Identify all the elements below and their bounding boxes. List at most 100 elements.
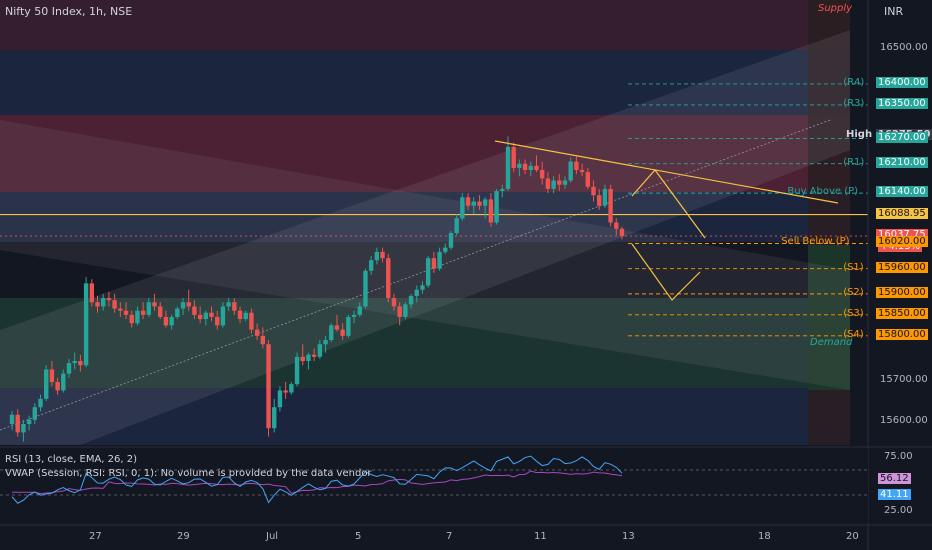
candle-body [112, 300, 117, 309]
candle-body [614, 222, 619, 229]
candle-body [95, 302, 100, 307]
candle-body [123, 310, 129, 315]
price-axis-bg [868, 0, 932, 550]
candle-body [465, 197, 471, 206]
candle-body [180, 302, 186, 309]
candle-body [44, 369, 49, 399]
candle-body [454, 218, 459, 233]
candle-body [175, 308, 180, 317]
candle-body [106, 298, 112, 301]
time-tick: 13 [622, 531, 635, 542]
price-label-r3: 16350.00 [876, 97, 928, 109]
candle-body [443, 247, 448, 252]
candle-body [591, 186, 596, 196]
time-tick: 27 [89, 531, 102, 542]
candle-body [289, 384, 294, 393]
chart-title: Nifty 50 Index, 1h, NSE [5, 5, 133, 18]
price-label-yl: 16088.95 [876, 207, 928, 219]
candle-body [562, 180, 568, 185]
candle-body [311, 354, 317, 357]
rsi-tick-75: 75.00 [884, 451, 913, 462]
candle-body [397, 306, 402, 317]
candle-body [374, 251, 380, 261]
supply-zone-label: Supply [818, 3, 853, 14]
candle-body [391, 298, 397, 307]
level-label-s2: (S2) [843, 286, 864, 298]
price-label-r4: 16400.00 [876, 76, 928, 88]
candle-body [368, 260, 374, 271]
trendline [494, 140, 839, 204]
candle-body [482, 199, 488, 206]
candle-body [522, 163, 528, 171]
candle-body [340, 329, 345, 336]
candle-body [323, 340, 328, 345]
candle-body [9, 414, 15, 425]
candle-body [158, 306, 163, 317]
candle-body [334, 325, 340, 330]
sell-path-arrow [631, 243, 701, 301]
price-label-last: 16037.75 [876, 229, 928, 241]
candle-body [500, 188, 505, 192]
candle-body [152, 302, 157, 307]
candle-body [146, 302, 152, 315]
vwap-indicator-label[interactable]: VWAP (Session, RSI: RSI, 0, 1): No volum… [5, 468, 372, 479]
candle-body [579, 170, 585, 173]
price-label-p: 16140.00 [876, 186, 928, 198]
candle-body [72, 361, 77, 364]
candle-body [380, 251, 385, 259]
demand-zone-label: Demand [810, 337, 853, 348]
price-tick: 16500.00 [880, 42, 928, 53]
candle-body [169, 316, 174, 326]
candle-body [505, 146, 511, 189]
candle-body [55, 382, 60, 391]
candle-body [414, 289, 419, 296]
price-label-r1: 16210.00 [876, 156, 928, 168]
level-label-s4: (S4) [843, 328, 864, 340]
candle-body [129, 314, 134, 324]
candle-body [215, 316, 220, 326]
candle-body [15, 414, 20, 433]
candle-body [437, 251, 442, 269]
level-label-r4: (R4) [843, 76, 865, 88]
lower-blue-band [0, 388, 850, 445]
candle-body [192, 306, 197, 315]
rsi-tick-25: 25.00 [884, 505, 913, 516]
candle-body [420, 285, 425, 290]
candle-body [408, 295, 414, 305]
price-tick: 15600.00 [880, 415, 928, 426]
candle-body [83, 283, 89, 366]
time-tick: 29 [177, 531, 190, 542]
candle-body [203, 312, 209, 320]
candle-body [346, 316, 351, 336]
rsi-value-label: 56.12 [878, 473, 911, 484]
candle-body [460, 197, 465, 219]
candle-body [186, 302, 191, 307]
candle-body [425, 258, 431, 286]
candle-body [545, 178, 551, 189]
candle-body [317, 344, 323, 357]
candle-body [61, 373, 66, 391]
candle-body [254, 329, 260, 336]
candle-body [163, 316, 169, 326]
candle-body [294, 356, 300, 385]
mid-blue-band [0, 192, 850, 242]
candle-body [386, 258, 391, 299]
upper-blue-band [0, 50, 850, 115]
candle-body [21, 424, 26, 433]
candle-body [26, 419, 32, 425]
candle-body [272, 407, 277, 429]
candle-body [534, 165, 539, 171]
candle-body [249, 312, 254, 330]
candle-body [568, 161, 573, 181]
currency-label: INR [884, 5, 904, 18]
candle-body [494, 191, 499, 223]
level-label-r3: (R3) [843, 97, 865, 109]
rsi-indicator-label[interactable]: RSI (13, close, EMA, 26, 2) [5, 454, 138, 465]
channel-up-fill [0, 30, 850, 445]
candle-body [135, 310, 140, 324]
level-label-r1: (R1) [843, 156, 865, 168]
candle-body [306, 354, 311, 362]
level-label-s1: (S1) [843, 261, 864, 273]
